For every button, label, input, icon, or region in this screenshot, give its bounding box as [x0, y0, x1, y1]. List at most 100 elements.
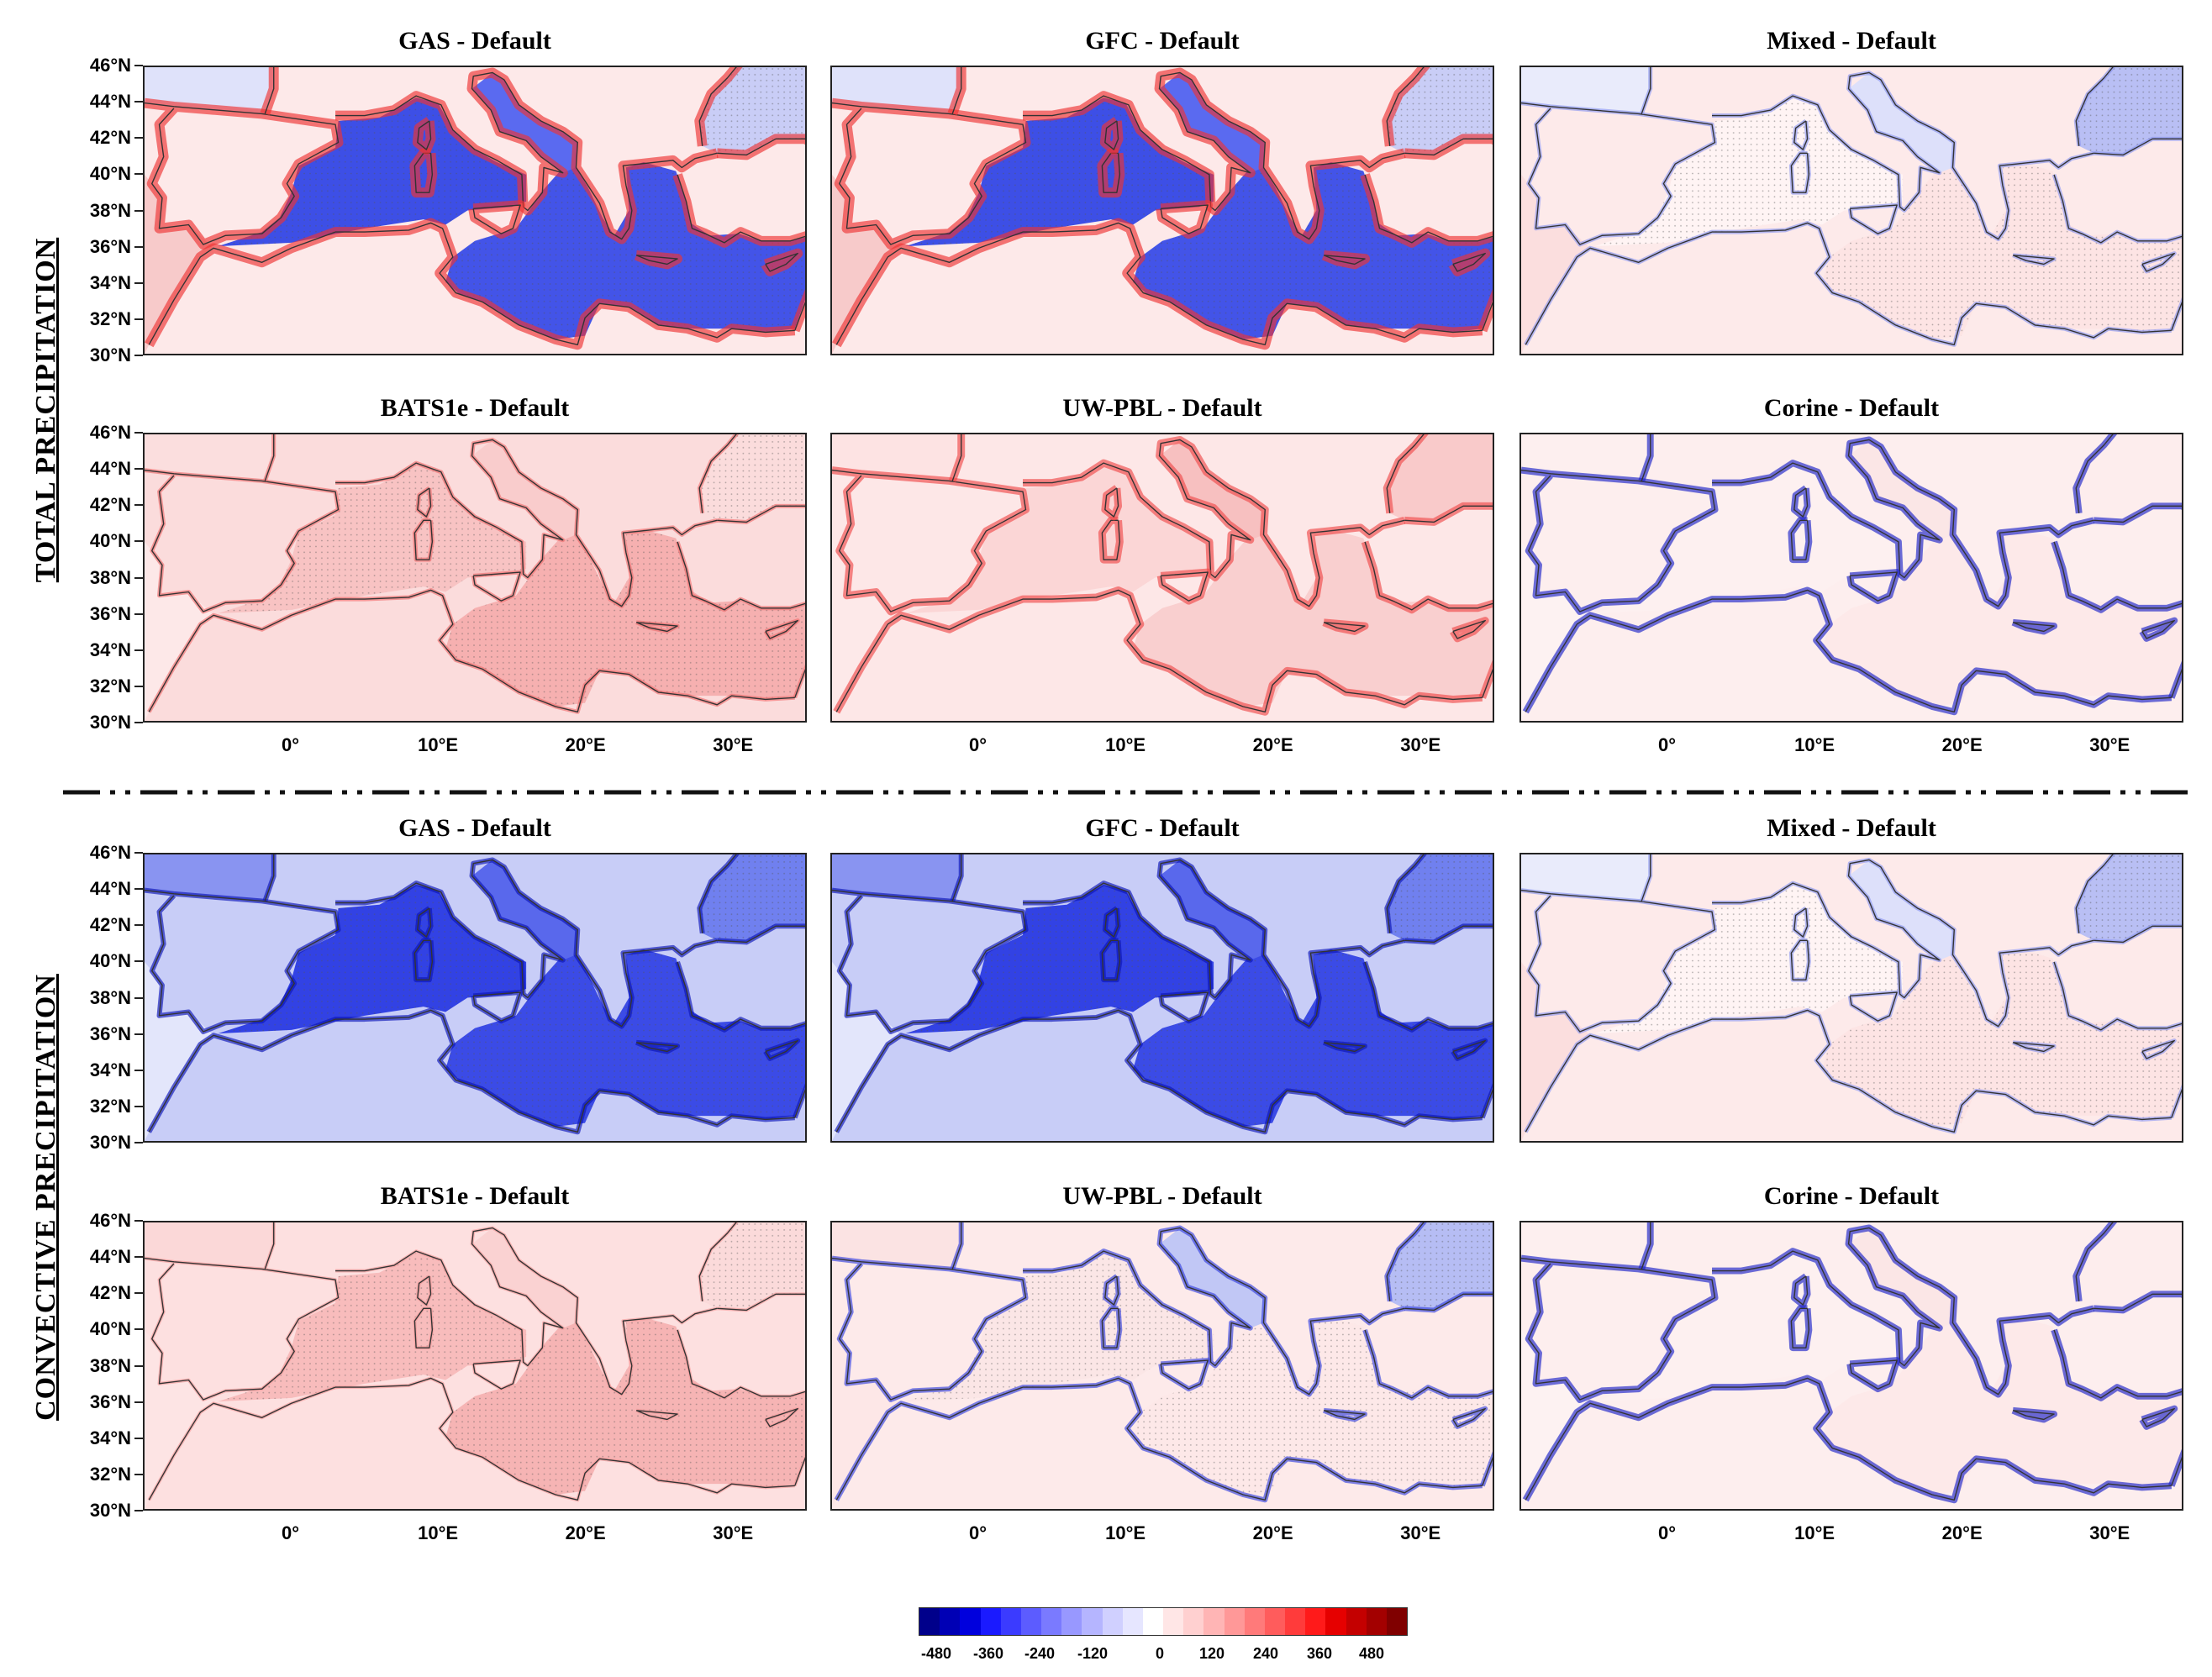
coastline: [717, 1293, 805, 1312]
coastline: [1101, 939, 1121, 980]
sea-field-westMed: [905, 465, 1214, 614]
colorbar-swatch: [1020, 1608, 1042, 1635]
sea-field-atlanticSW: [145, 961, 214, 1141]
lat-tick-label: 32°N: [89, 308, 131, 329]
map-panel: BATS1e - Default 46°N 44°N 42°N 40°N 38°N 36°N…: [90, 394, 807, 755]
coastline: [1364, 1329, 1493, 1486]
panel-title: BATS1e - Default: [380, 1182, 570, 1210]
lon-tick-label: 10°E: [1105, 1522, 1146, 1543]
map-svg: [145, 67, 805, 354]
lon-tick-label: 20°E: [1941, 734, 1983, 755]
coastline: [264, 434, 275, 481]
coastline: [1386, 1222, 1425, 1301]
lat-tick-label: 32°N: [89, 1463, 131, 1485]
coastline: [2075, 67, 2114, 146]
coastline: [1104, 120, 1119, 150]
map-panel: UW-PBL - Default 0° 10°E 20°E 30°E: [830, 394, 1494, 755]
coastline: [951, 67, 962, 114]
colorbar-swatch: [1386, 1608, 1408, 1635]
sea-field-atlanticSW: [832, 1329, 902, 1509]
panel-title: BATS1e - Default: [380, 394, 570, 422]
lon-tick-label: 30°E: [1400, 734, 1441, 755]
map-svg: [1521, 67, 2182, 354]
map-svg: [1521, 854, 2182, 1141]
coastline: [2094, 138, 2182, 156]
lat-tick-label: 42°N: [89, 494, 131, 516]
panel-title: GAS - Default: [398, 27, 551, 55]
coastline: [1790, 152, 1810, 193]
lon-tick-label: 20°E: [1941, 1522, 1983, 1543]
sea-field-atlanticSW: [832, 174, 902, 354]
coastline: [413, 939, 434, 980]
sea-field-atlanticSW: [832, 541, 902, 721]
map-svg: [832, 1222, 1493, 1509]
colorbar-tick-label: -240: [1024, 1645, 1056, 1662]
lat-tick-label: 44°N: [89, 91, 131, 113]
sea-field-atlanticSW: [832, 961, 902, 1141]
lat-tick-mark: [134, 722, 143, 723]
coastline: [1386, 854, 1425, 933]
latitude-axis: 46°N 44°N 42°N 40°N 38°N 36°N 34°N 32°N 30°N: [67, 842, 143, 1153]
lat-tick-mark: [134, 1473, 143, 1475]
colorbar-tick-label: 240: [1252, 1645, 1279, 1662]
coastline: [1525, 1377, 2172, 1501]
colorbar-swatch: [1264, 1608, 1286, 1635]
map-panel: GAS - Default 46°N 44°N 42°N 40°N 38°N 36°N 34°…: [90, 814, 807, 1153]
colorbar-swatch: [1082, 1608, 1103, 1635]
coastline: [417, 487, 432, 518]
lat-tick-mark: [134, 245, 143, 248]
coastline: [951, 854, 962, 902]
colorbar: [919, 1607, 1408, 1636]
coastline: [635, 622, 678, 633]
colorbar-swatch: [1366, 1608, 1387, 1635]
coastline: [717, 138, 805, 156]
coastline: [2012, 1042, 2055, 1053]
coastline: [1790, 1307, 1810, 1348]
map-canvas: [143, 433, 807, 723]
colorbar-swatch: [1142, 1608, 1164, 1635]
sea-field-adriatic: [471, 1228, 578, 1328]
coastline: [835, 1377, 1483, 1501]
coastline: [677, 1329, 805, 1486]
map-canvas: [1519, 433, 2183, 723]
map-svg: [145, 1222, 805, 1509]
map-canvas: [1519, 1221, 2183, 1511]
lat-tick-mark: [134, 504, 143, 507]
colorbar-tick-label: 360: [1306, 1645, 1333, 1662]
coastline: [951, 1222, 962, 1270]
coastline: [677, 541, 805, 698]
coastline: [1364, 174, 1493, 331]
coastline: [1323, 622, 1366, 633]
significance-stipple: [218, 885, 527, 1034]
lon-tick-label: 20°E: [565, 734, 606, 755]
lat-tick-mark: [134, 996, 143, 999]
lat-tick-label: 46°N: [89, 55, 131, 76]
coastline: [1160, 1359, 1209, 1390]
colorbar-swatch: [1325, 1608, 1346, 1635]
significance-stipple: [1822, 949, 2182, 1127]
lat-tick-mark: [134, 1292, 143, 1295]
coastline: [1793, 487, 1809, 518]
lat-tick-label: 32°N: [89, 1095, 131, 1117]
lat-tick-label: 40°N: [89, 950, 131, 972]
coastline: [765, 619, 798, 639]
lat-tick-label: 30°N: [89, 1132, 131, 1153]
lat-tick-mark: [134, 960, 143, 963]
lat-tick-label: 34°N: [89, 639, 131, 660]
significance-stipple: [445, 949, 805, 1127]
panel-title: UW-PBL - Default: [1062, 394, 1262, 422]
colorbar-swatch: [1346, 1608, 1367, 1635]
map-canvas: [1519, 66, 2183, 355]
lon-tick-label: 20°E: [1252, 734, 1293, 755]
colorbar-swatch: [1224, 1608, 1245, 1635]
sea-field-adriatic: [1159, 72, 1266, 173]
lon-tick-label: 30°E: [713, 1522, 754, 1543]
colorbar-swatch: [1183, 1608, 1204, 1635]
coastline: [635, 255, 678, 265]
coastline: [2053, 174, 2182, 331]
coastline: [335, 71, 718, 240]
sea-field-atlantic: [1521, 434, 1651, 481]
sea-field-adriatic: [471, 72, 578, 173]
coastline: [1023, 1227, 1405, 1396]
significance-stipple: [1594, 885, 1904, 1034]
